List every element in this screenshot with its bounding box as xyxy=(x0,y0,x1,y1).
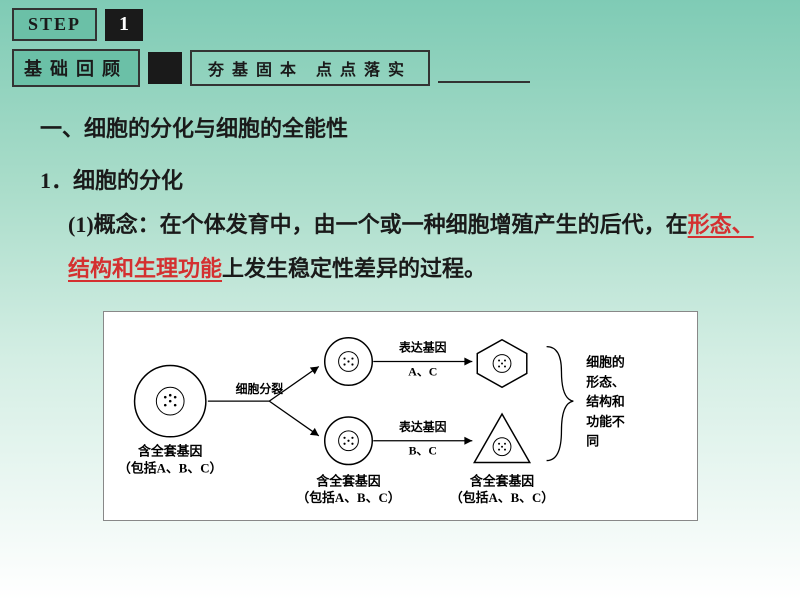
diagram: 含全套基因 （包括A、B、C） 细胞分裂 xyxy=(103,311,698,521)
concept-text: (1)概念：在个体发育中，由一个或一种细胞增殖产生的后代，在形态、结构和生理功能… xyxy=(40,203,760,291)
concept-label: (1)概念： xyxy=(68,212,160,237)
diagram-outcome-4: 功能不 xyxy=(586,414,625,429)
diagram-arrow2b-label2: B、C xyxy=(408,444,436,458)
subtitle-label: 夯基固本 点点落实 xyxy=(190,50,430,86)
diagram-src-label1: 含全套基因 xyxy=(137,444,202,459)
subsection-title: 1．细胞的分化 xyxy=(40,159,760,203)
diagram-mid-label2: （包括A、B、C） xyxy=(296,490,400,505)
diagram-res-label2: （包括A、B、C） xyxy=(449,490,553,505)
section-title: 一、细胞的分化与细胞的全能性 xyxy=(40,107,760,151)
header-row-1: STEP 1 xyxy=(0,0,800,45)
diagram-arrow2a-label2: A、C xyxy=(408,364,437,378)
diagram-mid-label1: 含全套基因 xyxy=(315,473,380,488)
content-area: 一、细胞的分化与细胞的全能性 1．细胞的分化 (1)概念：在个体发育中，由一个或… xyxy=(0,95,800,533)
review-label: 基础回顾 xyxy=(12,49,140,87)
diagram-outcome-5: 同 xyxy=(586,435,599,449)
diagram-arrow2b-label1: 表达基因 xyxy=(398,420,447,434)
step-label: STEP xyxy=(12,8,97,41)
diagram-src-label2: （包括A、B、C） xyxy=(118,460,222,475)
diagram-arrow1-label: 细胞分裂 xyxy=(235,382,283,396)
diagram-outcome-1: 细胞的 xyxy=(586,354,625,369)
diagram-outcome-3: 结构和 xyxy=(586,394,625,409)
diagram-arrow2a-label1: 表达基因 xyxy=(398,341,447,355)
slide: STEP 1 基础回顾 夯基固本 点点落实 一、细胞的分化与细胞的全能性 1．细… xyxy=(0,0,800,600)
decor-bar xyxy=(438,53,530,83)
concept-part2: 上发生稳定性差异的过程。 xyxy=(222,256,486,281)
diagram-svg: 含全套基因 （包括A、B、C） 细胞分裂 xyxy=(104,312,697,520)
decor-square xyxy=(148,52,182,84)
header-row-2: 基础回顾 夯基固本 点点落实 xyxy=(0,45,800,95)
step-number: 1 xyxy=(105,9,143,41)
diagram-res-label1: 含全套基因 xyxy=(468,473,533,488)
diagram-outcome-2: 形态、 xyxy=(586,374,625,389)
concept-part1: 在个体发育中，由一个或一种细胞增殖产生的后代，在 xyxy=(160,212,688,237)
